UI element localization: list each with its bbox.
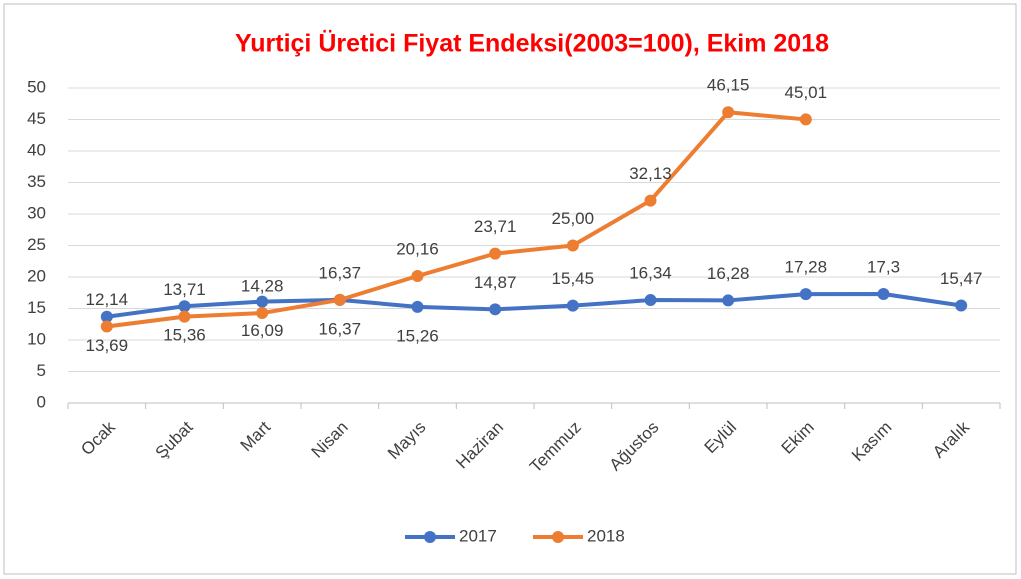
data-label: 16,34 bbox=[629, 264, 672, 283]
point bbox=[799, 113, 812, 126]
legend-label: 2018 bbox=[587, 526, 625, 545]
data-label: 25,00 bbox=[552, 209, 595, 228]
point bbox=[644, 294, 657, 307]
point bbox=[722, 294, 735, 307]
y-tick-label: 35 bbox=[27, 172, 46, 191]
y-tick-label: 50 bbox=[27, 77, 46, 96]
data-label: 16,37 bbox=[319, 263, 362, 282]
data-label: 17,3 bbox=[867, 257, 900, 276]
point bbox=[178, 300, 191, 313]
legend-marker bbox=[552, 531, 564, 543]
point bbox=[799, 288, 812, 301]
data-label: 45,01 bbox=[785, 83, 828, 102]
chart-border bbox=[3, 3, 1017, 575]
y-tick-label: 45 bbox=[27, 109, 46, 128]
legend-marker bbox=[424, 531, 436, 543]
data-label: 13,69 bbox=[86, 336, 129, 355]
point bbox=[411, 300, 424, 313]
y-tick-label: 25 bbox=[27, 235, 46, 254]
y-tick-label: 40 bbox=[27, 140, 46, 159]
data-label: 15,26 bbox=[396, 326, 439, 345]
data-label: 12,14 bbox=[86, 290, 129, 309]
y-tick-label: 30 bbox=[27, 203, 46, 222]
point bbox=[100, 320, 113, 333]
legend-label: 2017 bbox=[459, 526, 497, 545]
point bbox=[489, 247, 502, 260]
point bbox=[100, 310, 113, 323]
data-label: 14,28 bbox=[241, 277, 284, 296]
point bbox=[722, 106, 735, 119]
y-tick-label: 15 bbox=[27, 298, 46, 317]
data-label: 17,28 bbox=[785, 258, 828, 277]
series-line bbox=[106, 292, 962, 319]
y-tick-label: 10 bbox=[27, 329, 46, 348]
point bbox=[566, 239, 579, 252]
point bbox=[644, 194, 657, 207]
data-label: 16,28 bbox=[707, 264, 750, 283]
point bbox=[877, 288, 890, 301]
data-label: 23,71 bbox=[474, 217, 517, 236]
data-label: 15,47 bbox=[940, 269, 983, 288]
data-label: 32,13 bbox=[629, 164, 672, 183]
chart-title: Yurtiçi Üretici Fiyat Endeksi(2003=100),… bbox=[235, 29, 829, 58]
point bbox=[256, 307, 269, 320]
point bbox=[333, 293, 346, 306]
point bbox=[489, 303, 502, 316]
data-label: 15,36 bbox=[163, 326, 206, 345]
point bbox=[566, 299, 579, 312]
series-line bbox=[106, 110, 807, 329]
data-label: 20,16 bbox=[396, 239, 439, 258]
point bbox=[411, 269, 424, 282]
point bbox=[178, 310, 191, 323]
data-label: 14,87 bbox=[474, 273, 517, 292]
y-tick-label: 5 bbox=[37, 361, 46, 380]
data-label: 16,09 bbox=[241, 321, 284, 340]
data-label: 13,71 bbox=[163, 280, 206, 299]
data-label: 16,37 bbox=[319, 319, 362, 338]
data-label: 15,45 bbox=[552, 269, 595, 288]
y-tick-label: 0 bbox=[37, 392, 46, 411]
point bbox=[256, 295, 269, 308]
y-tick-label: 20 bbox=[27, 266, 46, 285]
data-label: 46,15 bbox=[707, 76, 750, 95]
point bbox=[955, 299, 968, 312]
